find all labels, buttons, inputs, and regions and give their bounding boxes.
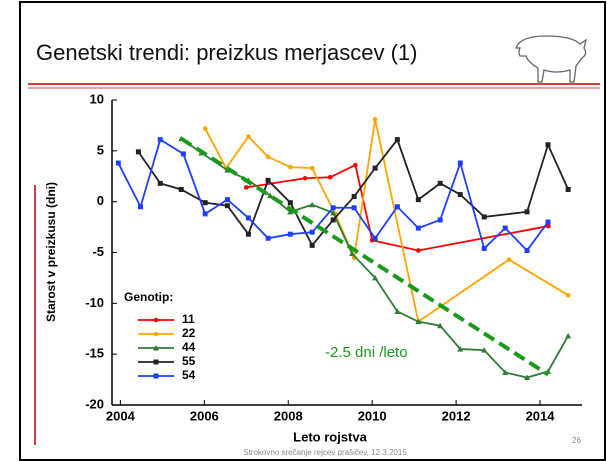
marker (482, 246, 487, 251)
marker (310, 243, 315, 248)
marker (458, 161, 463, 166)
x-tick-label: 2012 (442, 408, 471, 423)
marker (416, 197, 421, 202)
legend-marker (154, 332, 159, 337)
marker (246, 134, 251, 139)
y-axis-label: Starost v preizkusu (dni) (44, 182, 58, 322)
marker (546, 142, 551, 147)
chart: Genetski trendi: preizkus merjascev (1) … (0, 0, 607, 461)
marker (310, 230, 315, 235)
marker (138, 204, 143, 209)
marker (158, 137, 163, 142)
marker (416, 248, 421, 253)
marker (566, 293, 571, 298)
legend-label: 11 (182, 312, 195, 326)
marker (352, 194, 357, 199)
x-tick-label: 2004 (106, 408, 136, 423)
marker (395, 204, 400, 209)
marker (395, 137, 400, 142)
page-number: 26 (572, 436, 581, 445)
marker (328, 175, 333, 180)
legend-label: 44 (182, 340, 196, 354)
y-tick-label: -15 (85, 346, 104, 361)
marker (458, 192, 463, 197)
marker (566, 187, 571, 192)
marker (266, 178, 271, 183)
y-tick-label: 5 (97, 142, 104, 157)
x-axis-label: Leto rojstva (293, 429, 367, 444)
marker (331, 205, 336, 210)
marker (158, 181, 163, 186)
marker (288, 165, 293, 170)
legend-marker (154, 318, 159, 323)
legend-label: 54 (182, 368, 196, 382)
trend-label: -2.5 dni /leto (325, 344, 408, 361)
marker (373, 166, 378, 171)
marker (503, 226, 508, 231)
y-tick-label: -20 (85, 396, 104, 411)
marker (203, 200, 208, 205)
marker (288, 232, 293, 237)
marker (203, 211, 208, 216)
y-tick-label: 10 (90, 91, 104, 106)
marker (353, 163, 358, 168)
marker (181, 151, 186, 156)
slide: Genetski trendi: preizkus merjascev (1) … (0, 0, 607, 461)
marker (266, 155, 271, 160)
marker (246, 215, 251, 220)
marker (438, 181, 443, 186)
marker (244, 185, 249, 190)
marker (525, 209, 530, 214)
marker (225, 197, 230, 202)
x-tick-label: 2008 (274, 408, 303, 423)
marker (373, 117, 378, 122)
y-tick-label: 0 (97, 193, 104, 208)
slide-title: Genetski trendi: preizkus merjascev (1) (36, 40, 417, 65)
y-tick-label: -10 (85, 295, 104, 310)
marker (482, 214, 487, 219)
legend-marker (154, 374, 159, 379)
marker (507, 257, 512, 262)
marker (546, 220, 551, 225)
marker (266, 236, 271, 241)
marker (525, 248, 530, 253)
marker (373, 236, 378, 241)
marker (416, 226, 421, 231)
marker (116, 161, 121, 166)
x-tick-label: 2006 (190, 408, 219, 423)
legend-marker (154, 360, 159, 365)
marker (288, 200, 293, 205)
marker (179, 187, 184, 192)
marker (303, 176, 308, 181)
x-tick-label: 2010 (358, 408, 387, 423)
marker (310, 166, 315, 171)
marker (331, 217, 336, 222)
marker (136, 149, 141, 154)
legend-title: Genotip: (124, 290, 173, 304)
legend-label: 22 (182, 326, 196, 340)
marker (225, 203, 230, 208)
x-tick-label: 2014 (526, 408, 556, 423)
marker (246, 232, 251, 237)
legend-label: 55 (182, 354, 196, 368)
footer: Strokovno srečanje rejcev prašičev, 12.3… (243, 448, 407, 457)
marker (438, 217, 443, 222)
marker (352, 205, 357, 210)
marker (203, 126, 208, 131)
y-tick-label: -5 (92, 244, 104, 259)
